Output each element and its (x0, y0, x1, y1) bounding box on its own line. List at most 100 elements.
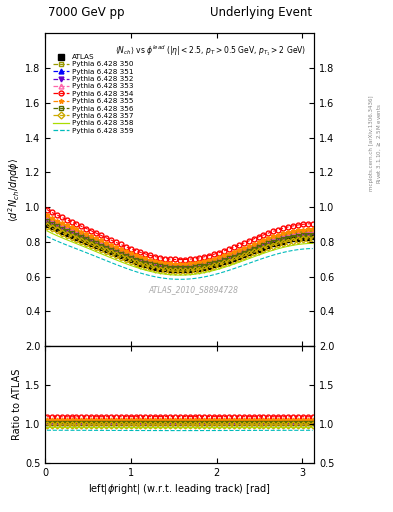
Line: Pythia 6.428 351: Pythia 6.428 351 (44, 217, 315, 269)
Pythia 6.428 353 (143, 258, 148, 264)
Pythia 6.428 358 (310, 240, 315, 246)
Pythia 6.428 352 (310, 232, 315, 238)
Pythia 6.428 357 (108, 250, 113, 257)
Pythia 6.428 358 (143, 267, 148, 273)
Pythia 6.428 350 (286, 232, 290, 238)
Line: Pythia 6.428 356: Pythia 6.428 356 (44, 219, 315, 271)
Pythia 6.428 355 (286, 229, 290, 236)
Line: Pythia 6.428 359: Pythia 6.428 359 (47, 237, 313, 280)
Pythia 6.428 350 (178, 263, 182, 269)
Pythia 6.428 359 (286, 248, 290, 254)
Pythia 6.428 351 (143, 259, 148, 265)
Pythia 6.428 350 (44, 215, 49, 221)
Pythia 6.428 353 (310, 229, 315, 236)
Line: Pythia 6.428 350: Pythia 6.428 350 (44, 216, 315, 268)
Pythia 6.428 351 (108, 245, 113, 251)
Pythia 6.428 351 (44, 217, 49, 223)
Y-axis label: Ratio to ATLAS: Ratio to ATLAS (12, 369, 22, 440)
Line: Pythia 6.428 354: Pythia 6.428 354 (44, 207, 315, 262)
Pythia 6.428 350 (108, 244, 113, 250)
Pythia 6.428 355 (108, 242, 113, 248)
Pythia 6.428 353 (305, 230, 310, 236)
Pythia 6.428 356 (305, 232, 310, 238)
Pythia 6.428 355 (305, 226, 310, 232)
Text: ATLAS_2010_S8894728: ATLAS_2010_S8894728 (148, 285, 238, 294)
Pythia 6.428 356 (44, 218, 49, 224)
Pythia 6.428 350 (74, 229, 79, 235)
Pythia 6.428 356 (310, 231, 315, 238)
Text: Rivet 3.1.10, $\geq$ 2.5M events: Rivet 3.1.10, $\geq$ 2.5M events (375, 103, 383, 184)
Line: Pythia 6.428 352: Pythia 6.428 352 (44, 219, 315, 271)
Pythia 6.428 352 (286, 235, 290, 241)
Pythia 6.428 357 (94, 244, 99, 250)
Text: $\langle N_{ch}\rangle$ vs $\phi^{lead}$ ($|\eta| < 2.5$, $p_T > 0.5$ GeV, $p_{T: $\langle N_{ch}\rangle$ vs $\phi^{lead}$… (115, 42, 306, 58)
Pythia 6.428 353 (286, 232, 290, 239)
X-axis label: left|$\phi$right| (w.r.t. leading track) [rad]: left|$\phi$right| (w.r.t. leading track)… (88, 482, 271, 497)
Pythia 6.428 359 (310, 245, 315, 251)
Pythia 6.428 358 (305, 241, 310, 247)
Pythia 6.428 351 (310, 230, 315, 236)
Pythia 6.428 354 (286, 224, 290, 230)
Pythia 6.428 359 (44, 233, 49, 240)
Y-axis label: $\langle d^2 N_{ch}/d\eta d\phi \rangle$: $\langle d^2 N_{ch}/d\eta d\phi \rangle$ (6, 158, 22, 222)
Pythia 6.428 353 (44, 216, 49, 222)
Pythia 6.428 351 (74, 230, 79, 237)
Pythia 6.428 352 (74, 232, 79, 239)
Pythia 6.428 352 (94, 241, 99, 247)
Pythia 6.428 355 (74, 226, 79, 232)
Pythia 6.428 355 (94, 235, 99, 241)
Pythia 6.428 352 (108, 247, 113, 253)
Pythia 6.428 355 (44, 212, 49, 219)
Pythia 6.428 354 (94, 230, 99, 236)
Pythia 6.428 353 (94, 239, 99, 245)
Text: mcplots.cern.ch [arXiv:1306.3436]: mcplots.cern.ch [arXiv:1306.3436] (369, 96, 374, 191)
Pythia 6.428 353 (74, 230, 79, 236)
Pythia 6.428 354 (178, 257, 182, 263)
Pythia 6.428 356 (94, 240, 99, 246)
Bar (45, 422, 314, 426)
Line: Pythia 6.428 355: Pythia 6.428 355 (44, 213, 315, 266)
Pythia 6.428 355 (178, 261, 182, 267)
Pythia 6.428 354 (143, 251, 148, 257)
Pythia 6.428 357 (178, 268, 182, 274)
Pythia 6.428 356 (74, 232, 79, 238)
Pythia 6.428 352 (143, 260, 148, 266)
Pythia 6.428 357 (44, 223, 49, 229)
Pythia 6.428 354 (305, 221, 310, 227)
Pythia 6.428 354 (108, 237, 113, 243)
Pythia 6.428 358 (286, 243, 290, 249)
Pythia 6.428 351 (305, 230, 310, 236)
Pythia 6.428 352 (178, 265, 182, 271)
Line: Pythia 6.428 358: Pythia 6.428 358 (47, 231, 313, 275)
Pythia 6.428 358 (178, 272, 182, 278)
Pythia 6.428 357 (286, 239, 290, 245)
Pythia 6.428 351 (178, 264, 182, 270)
Pythia 6.428 350 (305, 229, 310, 235)
Pythia 6.428 357 (143, 263, 148, 269)
Pythia 6.428 358 (108, 254, 113, 261)
Pythia 6.428 353 (108, 245, 113, 251)
Pythia 6.428 352 (305, 232, 310, 238)
Pythia 6.428 354 (310, 221, 315, 227)
Pythia 6.428 359 (108, 260, 113, 266)
Pythia 6.428 356 (178, 265, 182, 271)
Pythia 6.428 350 (143, 258, 148, 264)
Pythia 6.428 353 (178, 264, 182, 270)
Pythia 6.428 356 (108, 247, 113, 253)
Pythia 6.428 351 (286, 233, 290, 239)
Pythia 6.428 358 (94, 249, 99, 255)
Pythia 6.428 359 (178, 276, 182, 283)
Pythia 6.428 358 (44, 228, 49, 234)
Pythia 6.428 350 (310, 229, 315, 235)
Pythia 6.428 356 (143, 260, 148, 266)
Pythia 6.428 355 (310, 226, 315, 232)
Pythia 6.428 359 (305, 246, 310, 252)
Pythia 6.428 355 (143, 255, 148, 262)
Pythia 6.428 351 (94, 239, 99, 245)
Pythia 6.428 350 (94, 238, 99, 244)
Line: Pythia 6.428 357: Pythia 6.428 357 (44, 223, 315, 274)
Pythia 6.428 358 (74, 241, 79, 247)
Pythia 6.428 357 (310, 236, 315, 242)
Pythia 6.428 352 (44, 219, 49, 225)
Pythia 6.428 359 (74, 246, 79, 252)
